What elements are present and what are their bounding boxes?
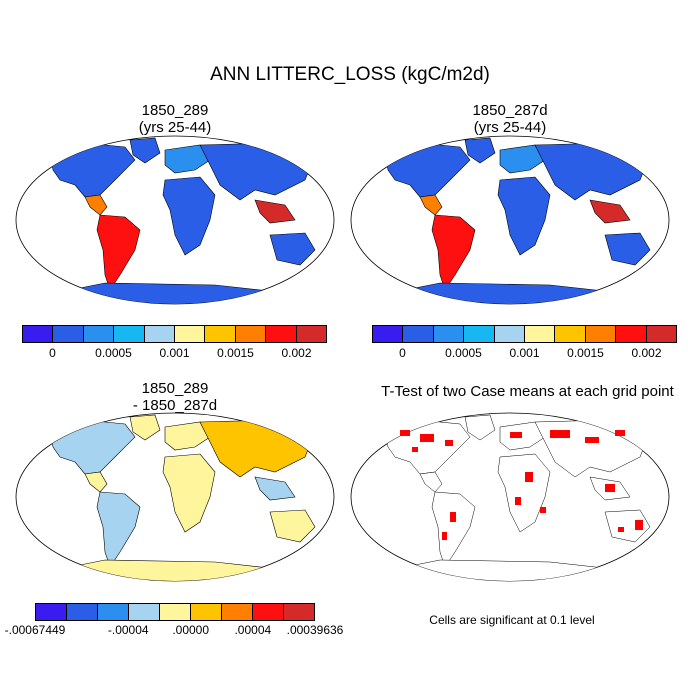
central-america-land xyxy=(84,194,108,216)
panel-title-line1: 1850_289 xyxy=(141,380,209,397)
south-america-land xyxy=(96,491,141,568)
africa-land xyxy=(162,453,216,533)
colorbar-swatch xyxy=(585,326,617,342)
colorbar-swatch xyxy=(129,604,160,620)
africa-land xyxy=(497,176,551,256)
greenland-land xyxy=(464,137,496,164)
colorbar-swatch xyxy=(67,604,98,620)
colorbar-swatch xyxy=(464,326,495,342)
panel-title-line2: (yrs 25-44) xyxy=(138,119,212,136)
colorbar-tick-label: .00000 xyxy=(172,623,210,637)
colorbar-tick-label: 0.001 xyxy=(159,346,190,360)
figure-title: ANN LITTERC_LOSS (kgC/m2d) xyxy=(210,64,490,85)
central-america-land xyxy=(419,194,443,216)
map-ttest xyxy=(350,412,670,582)
southeast-asia-land xyxy=(254,476,296,501)
colorbar-tick-label: -.00004 xyxy=(107,623,149,637)
colorbar-tick-label: .00004 xyxy=(234,623,272,637)
colorbar-swatch xyxy=(222,604,253,620)
colorbar-swatch xyxy=(205,326,236,342)
colorbar-swatch xyxy=(23,326,54,342)
colorbar-case2 xyxy=(372,325,677,343)
greenland-land xyxy=(129,414,161,441)
colorbar-swatch xyxy=(253,604,284,620)
colorbar-tick-label: 0 xyxy=(399,346,406,360)
colorbar-swatch xyxy=(555,326,586,342)
panel-title-diff: 1850_289 - 1850_287d xyxy=(15,380,335,414)
colorbar-case1-ticks: 0 0.0005 0.001 0.0015 0.002 xyxy=(22,346,327,362)
colorbar-tick-label: 0.002 xyxy=(631,346,662,360)
greenland-land xyxy=(129,137,161,164)
colorbar-tick-label: 0.0005 xyxy=(95,346,132,360)
africa-outline xyxy=(497,453,551,533)
map-difference xyxy=(15,412,335,582)
colorbar-tick-label: 0 xyxy=(49,346,56,360)
southeast-asia-land xyxy=(254,199,296,224)
colorbar-tick-label: 0.0015 xyxy=(567,346,604,360)
colorbar-swatch xyxy=(616,326,647,342)
colorbar-swatch xyxy=(296,326,327,342)
australia-land xyxy=(269,232,316,266)
colorbar-tick-label: 0.002 xyxy=(281,346,312,360)
colorbar-swatch xyxy=(53,326,84,342)
map-case1 xyxy=(15,135,335,305)
colorbar-swatch xyxy=(403,326,434,342)
colorbar-swatch xyxy=(284,604,314,620)
colorbar-tick-label: .00039636 xyxy=(286,623,344,637)
south-america-land xyxy=(96,214,141,291)
colorbar-tick-label: 0.0005 xyxy=(445,346,482,360)
panel-title-ttest: T-Test of two Case means at each grid po… xyxy=(355,383,700,400)
colorbar-swatch xyxy=(266,326,297,342)
colorbar-swatch xyxy=(114,326,145,342)
colorbar-swatch xyxy=(433,326,465,342)
panel-title-line1: 1850_287d xyxy=(472,102,548,119)
south-america-land xyxy=(431,214,476,291)
colorbar-swatch xyxy=(646,326,677,342)
colorbar-swatch xyxy=(525,326,556,342)
panel-title-line1: T-Test of two Case means at each grid po… xyxy=(381,383,674,400)
colorbar-swatch xyxy=(144,326,176,342)
colorbar-swatch xyxy=(191,604,222,620)
colorbar-swatch xyxy=(373,326,404,342)
colorbar-swatch xyxy=(175,326,206,342)
colorbar-swatch xyxy=(494,326,526,342)
colorbar-tick-label: 0.001 xyxy=(509,346,540,360)
colorbar-swatch xyxy=(160,604,191,620)
panel-title-line2: (yrs 25-44) xyxy=(473,119,547,136)
greenland-outline xyxy=(464,414,496,441)
colorbar-swatch xyxy=(235,326,267,342)
colorbar-swatch xyxy=(98,604,129,620)
central-america-land xyxy=(84,471,108,493)
australia-land xyxy=(604,232,651,266)
colorbar-diff xyxy=(35,603,315,621)
significant-cells xyxy=(400,430,643,540)
africa-land xyxy=(162,176,216,256)
colorbar-diff-ticks: -.00067449 -.00004 .00000 .00004 .00039636 xyxy=(5,623,344,639)
panel-title-line1: 1850_289 xyxy=(141,102,209,119)
panel-title-case2: 1850_287d (yrs 25-44) xyxy=(350,102,670,136)
map-case2 xyxy=(350,135,670,305)
south-america-outline xyxy=(431,491,476,568)
southeast-asia-land xyxy=(589,199,631,224)
panel-title-line2: - 1850_287d xyxy=(132,397,218,414)
colorbar-swatch xyxy=(83,326,115,342)
colorbar-swatch xyxy=(36,604,67,620)
significance-note: Cells are significant at 0.1 level xyxy=(429,613,595,627)
australia-outline xyxy=(604,509,651,543)
central-america-outline xyxy=(419,471,443,493)
colorbar-case1 xyxy=(22,325,327,343)
colorbar-tick-label: 0.0015 xyxy=(217,346,254,360)
panel-title-case1: 1850_289 (yrs 25-44) xyxy=(15,102,335,136)
australia-land xyxy=(269,509,316,543)
colorbar-tick-label: -.00067449 xyxy=(4,623,66,637)
colorbar-case2-ticks: 0 0.0005 0.001 0.0015 0.002 xyxy=(372,346,677,362)
